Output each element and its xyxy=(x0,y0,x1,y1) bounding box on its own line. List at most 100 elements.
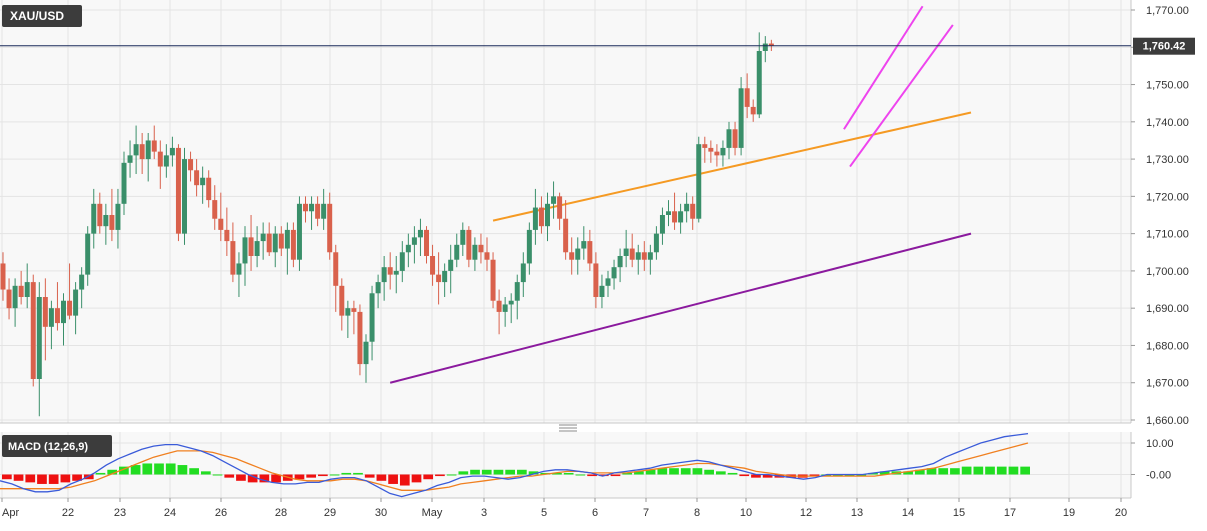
macd-hist-bar-up xyxy=(505,469,515,475)
macd-hist-bar-down xyxy=(259,474,270,483)
candle xyxy=(557,192,563,230)
macd-hist-bar-down xyxy=(318,474,328,477)
candle-body xyxy=(133,144,139,156)
time-tick-label: 20 xyxy=(1115,507,1127,519)
macd-hist-bar-down xyxy=(423,474,434,480)
candle-body xyxy=(254,241,260,256)
macd-hist-bar-up xyxy=(715,471,726,475)
candle-body xyxy=(569,252,575,260)
time-tick-label: 8 xyxy=(694,507,700,519)
candle-body xyxy=(206,177,212,201)
candle-body xyxy=(188,159,194,171)
time-tick-label: 26 xyxy=(215,507,227,519)
candle xyxy=(641,241,647,271)
macd-hist-bar-up xyxy=(95,472,106,475)
macd-hist-bar-up xyxy=(329,474,340,476)
candle-body xyxy=(54,308,60,324)
candle xyxy=(6,278,12,320)
candle-body xyxy=(599,285,605,297)
macd-hist-bar-up xyxy=(996,466,1007,475)
candle-body xyxy=(399,252,405,271)
candle-body xyxy=(163,155,169,167)
candle xyxy=(551,181,557,219)
candle xyxy=(73,282,79,335)
candle xyxy=(157,140,163,189)
macd-hist-bar-up xyxy=(938,468,949,475)
macd-hist-bar-up xyxy=(165,463,176,475)
candle xyxy=(617,248,623,283)
candle-body xyxy=(345,308,351,316)
time-tick-label: May xyxy=(422,507,443,519)
candle xyxy=(460,222,466,256)
candle-body xyxy=(405,244,411,253)
candle-body xyxy=(545,203,550,227)
candle-body xyxy=(127,155,133,163)
price-tick-label: 1,730.00 xyxy=(1146,154,1189,166)
candle xyxy=(762,36,768,63)
candle-body xyxy=(436,274,442,283)
candle-body xyxy=(502,304,508,312)
candle-body xyxy=(218,218,224,230)
macd-hist-bar-down xyxy=(751,474,761,478)
candle-body xyxy=(48,308,54,327)
candle-body xyxy=(97,203,103,227)
candle xyxy=(436,252,442,305)
candle xyxy=(732,121,738,156)
candles[interactable] xyxy=(0,32,774,417)
candle-body xyxy=(151,140,157,152)
time-tick-label: 12 xyxy=(800,507,812,519)
candle xyxy=(182,147,187,245)
candle xyxy=(690,196,696,230)
candle-body xyxy=(750,106,756,115)
candle xyxy=(369,285,375,361)
candle-body xyxy=(224,229,230,242)
candle-body xyxy=(659,215,665,234)
macd-hist-bar-up xyxy=(645,469,656,475)
candle-body xyxy=(617,256,623,268)
candle-body xyxy=(278,233,284,249)
candle-body xyxy=(424,229,429,256)
macd-hist-bar-up xyxy=(341,472,352,475)
candle xyxy=(678,203,684,234)
symbol-badge: XAU/USD xyxy=(2,5,82,27)
macd-hist-bar-up xyxy=(903,471,913,475)
macd-hist-bar-up xyxy=(142,463,153,475)
price-tick-label: 1,690.00 xyxy=(1146,303,1189,315)
candle xyxy=(266,222,272,256)
candle xyxy=(738,77,744,156)
macd-hist-bar-down xyxy=(306,474,317,478)
candle-body xyxy=(103,215,109,227)
macd-hist-bar-up xyxy=(680,468,691,475)
candle-body xyxy=(339,285,345,316)
macd-hist-bar-up xyxy=(177,465,188,475)
macd-hist-bar-down xyxy=(587,474,597,477)
macd-hist-bar-up xyxy=(517,469,527,475)
candle xyxy=(48,300,54,350)
candle-body xyxy=(315,203,321,219)
candle-body xyxy=(635,252,641,260)
candle-body xyxy=(593,263,599,297)
candle xyxy=(466,226,472,268)
candle xyxy=(538,196,544,234)
price-tick-label: 1,660.00 xyxy=(1146,415,1189,427)
time-tick-label: 30 xyxy=(375,507,387,519)
candle-body xyxy=(496,300,502,312)
candle-body xyxy=(30,282,36,379)
candle-body xyxy=(538,207,544,227)
current-price-text: 1,760.42 xyxy=(1143,41,1186,53)
macd-hist-bar-down xyxy=(25,474,36,483)
time-tick-label: 19 xyxy=(1063,507,1075,519)
macd-hist-bar-up xyxy=(212,474,223,476)
candle xyxy=(430,244,436,286)
macd-axis-labels: 10.00 -0.00 xyxy=(1131,438,1174,482)
macd-hist-bar-down xyxy=(48,474,59,484)
pane-resize-handle[interactable] xyxy=(559,424,577,432)
candle xyxy=(127,140,133,178)
macd-hist-bar-down xyxy=(435,474,445,477)
candle-body xyxy=(393,270,399,275)
macd-hist-bar-up xyxy=(926,468,937,475)
candle-body xyxy=(375,282,381,294)
macd-hist-bar-down xyxy=(2,474,12,480)
price-axis-labels: 1,770.001,760.001,750.001,740.001,730.00… xyxy=(1131,5,1189,427)
